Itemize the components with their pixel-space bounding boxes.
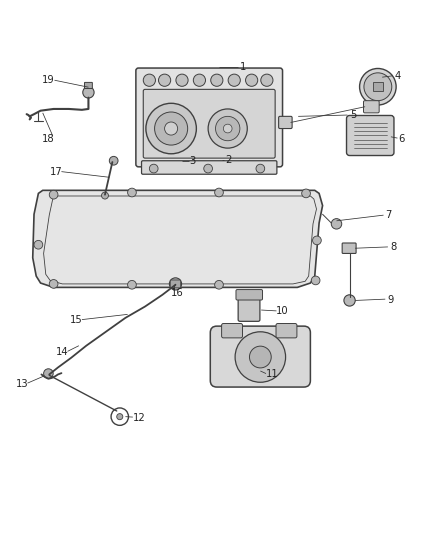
Text: 9: 9 <box>388 295 394 305</box>
Circle shape <box>170 278 182 290</box>
FancyBboxPatch shape <box>85 83 92 88</box>
Text: 10: 10 <box>276 306 288 316</box>
Text: 1: 1 <box>240 62 246 72</box>
Circle shape <box>127 280 136 289</box>
Circle shape <box>49 279 58 288</box>
Polygon shape <box>33 190 322 287</box>
FancyBboxPatch shape <box>238 294 260 321</box>
Circle shape <box>364 73 392 101</box>
Circle shape <box>146 103 196 154</box>
Circle shape <box>215 280 223 289</box>
Circle shape <box>250 346 271 368</box>
Circle shape <box>215 116 240 141</box>
Circle shape <box>165 122 178 135</box>
Circle shape <box>208 109 247 148</box>
Text: 19: 19 <box>42 75 55 85</box>
Text: 16: 16 <box>170 288 183 298</box>
Text: 8: 8 <box>390 242 396 252</box>
FancyBboxPatch shape <box>364 101 379 113</box>
Text: 14: 14 <box>56 347 69 357</box>
Circle shape <box>223 124 232 133</box>
Circle shape <box>246 74 258 86</box>
Circle shape <box>155 112 187 145</box>
Circle shape <box>261 74 273 86</box>
FancyBboxPatch shape <box>279 116 292 128</box>
Circle shape <box>176 74 188 86</box>
Circle shape <box>235 332 286 382</box>
Text: 4: 4 <box>394 71 401 81</box>
Circle shape <box>360 68 396 105</box>
Circle shape <box>311 276 320 285</box>
FancyBboxPatch shape <box>143 90 275 158</box>
Text: 12: 12 <box>133 413 146 423</box>
Text: 5: 5 <box>350 110 356 120</box>
Bar <box>373 83 383 91</box>
Text: 2: 2 <box>226 155 232 165</box>
Circle shape <box>117 414 123 419</box>
FancyBboxPatch shape <box>136 68 283 167</box>
Circle shape <box>256 164 265 173</box>
Text: 15: 15 <box>70 316 83 326</box>
Circle shape <box>193 74 205 86</box>
FancyBboxPatch shape <box>342 243 356 254</box>
Circle shape <box>127 188 136 197</box>
Circle shape <box>228 74 240 86</box>
Circle shape <box>344 295 355 306</box>
Circle shape <box>110 156 118 165</box>
FancyBboxPatch shape <box>210 326 311 387</box>
FancyBboxPatch shape <box>346 116 394 156</box>
FancyBboxPatch shape <box>141 161 277 174</box>
Text: 18: 18 <box>42 134 55 144</box>
FancyBboxPatch shape <box>170 280 181 288</box>
Circle shape <box>331 219 342 229</box>
Circle shape <box>313 236 321 245</box>
Text: 13: 13 <box>16 379 28 389</box>
Circle shape <box>49 190 58 199</box>
Circle shape <box>143 74 155 86</box>
Text: 6: 6 <box>399 134 405 144</box>
Circle shape <box>34 240 43 249</box>
Text: 17: 17 <box>49 167 62 176</box>
Circle shape <box>102 192 109 199</box>
FancyBboxPatch shape <box>236 289 262 300</box>
Circle shape <box>149 164 158 173</box>
Text: 7: 7 <box>385 210 392 220</box>
Circle shape <box>215 188 223 197</box>
Circle shape <box>302 189 311 198</box>
FancyBboxPatch shape <box>222 324 243 338</box>
Circle shape <box>204 164 212 173</box>
Circle shape <box>83 87 94 98</box>
Circle shape <box>44 369 53 378</box>
Text: 3: 3 <box>190 156 196 166</box>
Circle shape <box>211 74 223 86</box>
Text: 11: 11 <box>266 369 279 379</box>
FancyBboxPatch shape <box>276 324 297 338</box>
Circle shape <box>159 74 171 86</box>
